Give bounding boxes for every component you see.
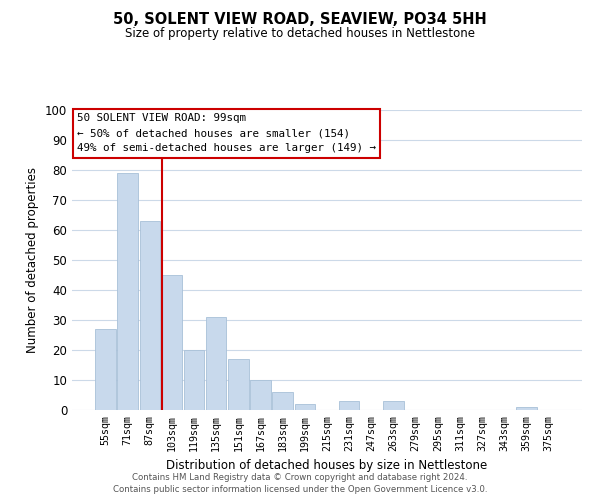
Bar: [295, 404, 315, 410]
Bar: [140, 221, 160, 410]
Bar: [95, 329, 116, 410]
X-axis label: Distribution of detached houses by size in Nettlestone: Distribution of detached houses by size …: [166, 459, 488, 472]
Bar: [250, 380, 271, 410]
Bar: [383, 401, 404, 410]
Text: Contains public sector information licensed under the Open Government Licence v3: Contains public sector information licen…: [113, 485, 487, 494]
Text: Contains HM Land Registry data © Crown copyright and database right 2024.: Contains HM Land Registry data © Crown c…: [132, 472, 468, 482]
Bar: [228, 359, 248, 410]
Bar: [161, 275, 182, 410]
Text: 50 SOLENT VIEW ROAD: 99sqm
← 50% of detached houses are smaller (154)
49% of sem: 50 SOLENT VIEW ROAD: 99sqm ← 50% of deta…: [77, 113, 376, 154]
Bar: [272, 392, 293, 410]
Bar: [339, 401, 359, 410]
Y-axis label: Number of detached properties: Number of detached properties: [26, 167, 40, 353]
Bar: [184, 350, 204, 410]
Bar: [516, 407, 536, 410]
Bar: [206, 317, 226, 410]
Text: Size of property relative to detached houses in Nettlestone: Size of property relative to detached ho…: [125, 28, 475, 40]
Bar: [118, 173, 138, 410]
Text: 50, SOLENT VIEW ROAD, SEAVIEW, PO34 5HH: 50, SOLENT VIEW ROAD, SEAVIEW, PO34 5HH: [113, 12, 487, 28]
